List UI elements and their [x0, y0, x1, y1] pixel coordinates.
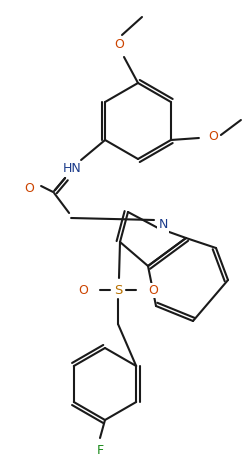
Text: O: O: [114, 38, 124, 50]
Text: HN: HN: [63, 161, 82, 175]
Text: O: O: [24, 182, 34, 196]
Text: O: O: [78, 284, 88, 297]
Text: S: S: [114, 284, 122, 297]
Text: O: O: [148, 284, 158, 297]
Text: F: F: [97, 444, 104, 456]
Text: N: N: [158, 218, 168, 231]
Text: O: O: [208, 130, 218, 143]
